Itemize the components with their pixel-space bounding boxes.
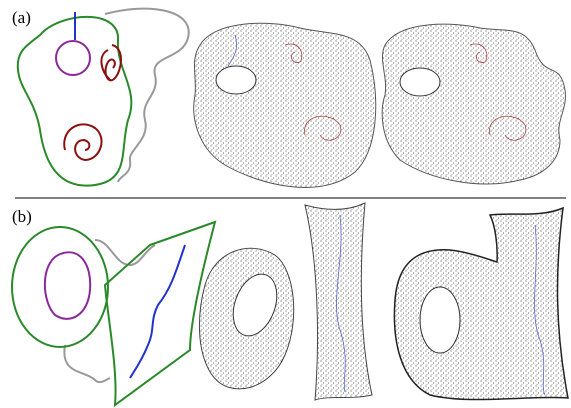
panel-label: (b) xyxy=(12,207,32,226)
sketch-a xyxy=(18,9,189,186)
panel-label: (a) xyxy=(12,8,31,27)
point-cloud-b xyxy=(199,203,568,400)
figure: (a) (b) xyxy=(0,0,571,408)
point-cloud-a xyxy=(194,23,566,187)
sketch-b xyxy=(12,222,215,405)
